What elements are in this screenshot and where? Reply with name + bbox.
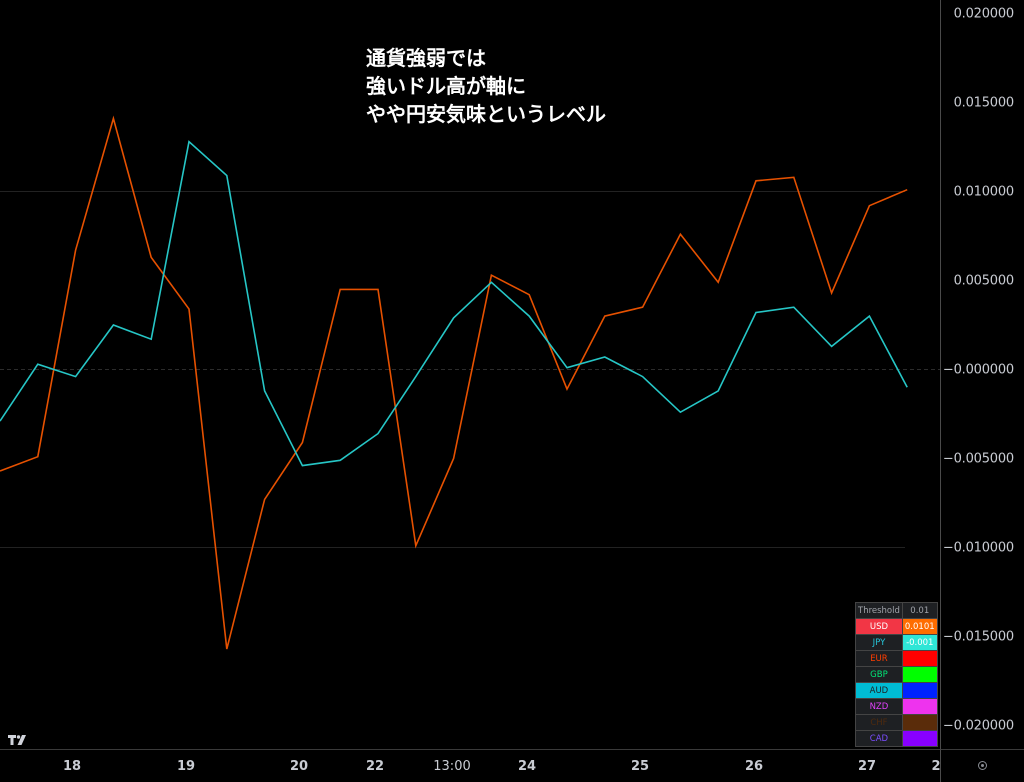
annotation-line-1: 通貨強弱では [366,46,486,70]
currency-name: CAD [855,730,903,747]
threshold-label: Threshold [855,602,903,619]
annotation-line-3: やや円安気味というレベル [366,102,606,126]
currency-name: AUD [855,682,903,699]
currency-strength-value [901,682,938,699]
price-axis-label: −0.020000 [942,718,1014,733]
time-axis-label: 27 [857,759,877,774]
legend-row-jpy: JPY -0.001 [855,634,938,651]
chart-annotation: 通貨強弱では 強いドル高が軸に やや円安気味というレベル [366,44,606,128]
price-axis-label: −0.015000 [942,629,1014,644]
chart-plot-area[interactable] [0,0,940,749]
time-axis-label: 22 [365,759,385,774]
price-axis-label: 0.020000 [953,6,1015,21]
tradingview-logo-icon[interactable] [8,734,28,746]
currency-name: NZD [855,698,903,715]
currency-strength-value [901,714,938,731]
series-line-usd [0,115,908,650]
series-line-jpy [0,140,908,467]
price-axis[interactable]: 0.020000 0.015000 0.010000 0.005000 −0.00000… [940,0,1024,749]
currency-strength-value [901,666,938,683]
legend-row-aud: AUD [855,682,938,699]
line-chart [0,115,940,650]
price-axis-label: 0.005000 [953,273,1015,288]
currency-strength-value [901,650,938,667]
price-axis-label: 0.010000 [953,184,1015,199]
time-axis-label: 13:00 [433,759,471,774]
currency-name: EUR [855,650,903,667]
time-axis-label: 26 [744,759,764,774]
time-axis[interactable]: 18 19 20 22 13:00 24 25 26 27 2 [0,749,941,782]
time-axis-label: 2 [931,759,941,774]
legend-row-chf: CHF [855,714,938,731]
threshold-value: 0.01 [901,602,938,619]
time-axis-label: 20 [289,759,309,774]
legend-row-usd: USD 0.0101 [855,618,938,635]
price-axis-label: −0.000000 [942,362,1014,377]
time-axis-label: 19 [176,759,196,774]
annotation-line-2: 強いドル高が軸に [366,74,526,98]
axis-corner [940,749,1024,782]
legend-row-nzd: NZD [855,698,938,715]
time-axis-label: 25 [630,759,650,774]
legend-row-cad: CAD [855,730,938,747]
price-axis-label: 0.015000 [953,95,1015,110]
legend-row-eur: EUR [855,650,938,667]
currency-strength-value: 0.0101 [901,618,938,635]
chart-settings-icon[interactable] [978,761,987,770]
currency-strength-value [901,730,938,747]
time-axis-label: 24 [517,759,537,774]
currency-name: CHF [855,714,903,731]
legend-row-gbp: GBP [855,666,938,683]
currency-name: JPY [855,634,903,651]
currency-name: USD [855,618,903,635]
time-axis-label: 18 [62,759,82,774]
threshold-row: Threshold 0.01 [855,602,938,619]
currency-strength-table: Threshold 0.01 USD 0.0101 JPY -0.001 EUR GBP A… [855,602,938,747]
price-axis-label: −0.005000 [942,451,1014,466]
currency-strength-value: -0.001 [901,634,938,651]
price-axis-label: −0.010000 [942,540,1014,555]
currency-strength-value [901,698,938,715]
currency-name: GBP [855,666,903,683]
